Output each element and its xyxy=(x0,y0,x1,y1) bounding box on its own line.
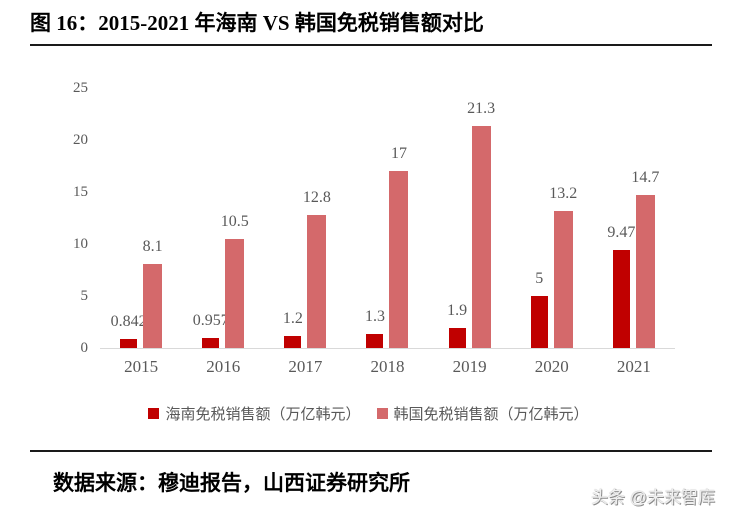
value-label: 1.2 xyxy=(282,309,303,327)
watermark-text: 头条 @未来智库 xyxy=(591,488,715,507)
y-tick-label: 0 xyxy=(80,340,89,356)
value-label: 0.957 xyxy=(192,312,229,330)
bar-column: 1.2 xyxy=(282,88,303,348)
value-label: 9.47 xyxy=(607,223,636,241)
value-label: 14.7 xyxy=(631,169,660,187)
legend-item-hainan: 海南免税销售额（万亿韩元） xyxy=(148,403,361,424)
value-label: 10.5 xyxy=(220,212,249,230)
value-label: 1.9 xyxy=(447,302,468,320)
bar xyxy=(612,249,630,348)
bar xyxy=(389,171,409,348)
x-axis-label: 2015 xyxy=(124,357,159,376)
bar-group: 1.3 17 xyxy=(346,88,428,348)
value-label: 12.8 xyxy=(302,188,331,206)
legend-item-korea: 韩国免税销售额（万亿韩元） xyxy=(376,403,589,424)
bar-column: 1.9 xyxy=(447,88,468,348)
bar-group: 0.957 10.5 xyxy=(182,88,264,348)
value-label: 1.3 xyxy=(364,308,385,326)
x-axis-label: 2021 xyxy=(616,357,651,376)
bar xyxy=(284,335,302,348)
y-tick-label: 5 xyxy=(80,288,89,304)
bar-group: 9.47 14.7 xyxy=(593,88,675,348)
value-label: 13.2 xyxy=(549,184,578,202)
footer-divider xyxy=(30,450,712,452)
legend-label: 海南免税销售额（万亿韩元） xyxy=(165,406,361,423)
bar-column: 14.7 xyxy=(631,88,659,348)
y-tick-label: 15 xyxy=(73,184,88,200)
bar xyxy=(471,126,491,348)
bar xyxy=(366,334,384,348)
bar xyxy=(530,296,548,348)
bar-column: 0.842 xyxy=(111,88,147,348)
x-axis: 2015 2016 2017 2018 2019 2020 2021 xyxy=(100,356,675,380)
bar xyxy=(202,338,220,348)
bar-column: 1.3 xyxy=(364,88,385,348)
value-label: 5 xyxy=(535,270,544,287)
legend-marker-square-icon xyxy=(376,407,388,419)
bar-column: 12.8 xyxy=(303,88,331,348)
y-tick-label: 10 xyxy=(73,236,88,252)
x-axis-label: 2020 xyxy=(534,357,569,376)
bar xyxy=(307,214,327,348)
x-axis-label: 2016 xyxy=(206,357,241,376)
bar xyxy=(635,195,655,348)
bar-column: 0.957 xyxy=(193,88,229,348)
y-tick-label: 20 xyxy=(73,132,88,148)
value-label: 8.1 xyxy=(142,237,163,255)
bar-column: 13.2 xyxy=(549,88,577,348)
bar-column: 17 xyxy=(389,88,409,348)
bar-group: 1.9 21.3 xyxy=(429,88,511,348)
bar-group: 5 13.2 xyxy=(511,88,593,348)
bar-chart: 0 5 10 15 20 25 0.842 8.1 0.957 10.5 1.2 12.8 1.3 17… xyxy=(30,60,707,382)
footer: 数据来源：穆迪报告，山西证券研究所 头条 @未来智库 xyxy=(53,470,715,507)
bar xyxy=(553,210,573,348)
bar-column: 5 xyxy=(530,88,548,348)
bar-group: 0.842 8.1 xyxy=(100,88,182,348)
x-axis-label: 2017 xyxy=(288,357,323,376)
legend-marker-square-icon xyxy=(148,407,160,419)
title-divider xyxy=(30,44,712,46)
bar xyxy=(448,328,466,348)
bar-column: 9.47 xyxy=(607,88,635,348)
value-label: 0.842 xyxy=(110,313,147,331)
bar-column: 10.5 xyxy=(221,88,249,348)
figure-title: 图 16：2015-2021 年海南 VS 韩国免税销售额对比 xyxy=(30,11,484,35)
x-axis-label: 2018 xyxy=(370,357,405,376)
legend-label: 韩国免税销售额（万亿韩元） xyxy=(393,406,589,423)
value-label: 21.3 xyxy=(467,100,496,118)
bar-column: 8.1 xyxy=(142,88,163,348)
bar-group: 1.2 12.8 xyxy=(264,88,346,348)
bar xyxy=(225,238,245,348)
bar xyxy=(143,263,163,348)
chart-legend: 海南免税销售额（万亿韩元） 韩国免税销售额（万亿韩元） xyxy=(0,402,737,424)
x-axis-label: 2019 xyxy=(452,357,487,376)
value-label: 17 xyxy=(390,145,407,163)
y-tick-label: 25 xyxy=(73,80,88,96)
y-axis: 0 5 10 15 20 25 xyxy=(30,60,88,382)
bar xyxy=(120,339,138,348)
data-source-text: 数据来源：穆迪报告，山西证券研究所 xyxy=(53,472,410,495)
plot-area: 0.842 8.1 0.957 10.5 1.2 12.8 1.3 17 1.9 21.3 5 13.… xyxy=(100,88,675,349)
bar-column: 21.3 xyxy=(467,88,495,348)
